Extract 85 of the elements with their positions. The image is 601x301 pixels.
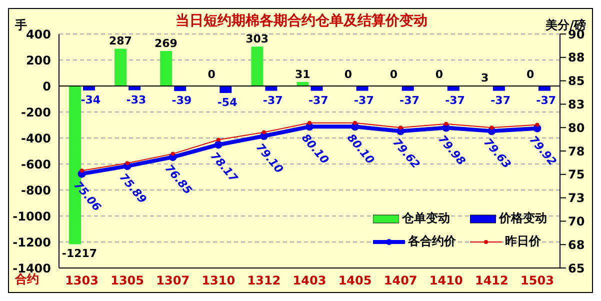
x-tick-label: 1410 [429,274,463,288]
point [308,120,312,125]
y2-tick-label: 70 [568,214,585,228]
x-tick-label: 1412 [474,274,508,288]
data-label: 31 [294,68,310,81]
x-tick-label: 1310 [202,274,236,288]
x-tick-label: 1307 [156,274,190,288]
data-label: 303 [246,32,269,46]
point [80,168,84,173]
y2-tick-label: 75 [568,168,585,182]
point [262,130,266,134]
x-tick-label: 1503 [520,274,554,288]
bar [114,48,127,86]
x-tick-label: 1405 [338,274,372,288]
data-label: 287 [108,34,132,48]
data-label: -54 [217,96,238,110]
y-tick-label: -800 [20,183,51,198]
data-label: -34 [80,93,101,106]
point [216,138,220,142]
data-label: 0 [344,68,352,81]
data-label: -37 [445,94,465,107]
legend-label: 价格变动 [499,210,547,227]
bar [265,86,278,91]
x-tick-label: 1303 [65,274,98,288]
data-label: -37 [262,94,283,107]
data-label: 0 [526,68,535,81]
bar [538,86,550,91]
bar [160,51,172,86]
y2-tick-label: 68 [568,238,585,252]
data-label: 0 [435,68,444,81]
bar [356,86,368,91]
point [490,126,494,130]
y-tick-label: -400 [20,131,51,146]
y-tick-label: -1000 [12,209,51,224]
bar [310,86,323,91]
y-tick-label: 400 [26,27,51,42]
bar [220,86,232,94]
y-tick-label: -600 [20,157,51,172]
legend-label: 各合约价 [408,233,456,250]
legend-label: 昨日价 [505,233,541,250]
point [535,122,540,127]
bar [83,86,96,90]
y-tick-label: -1200 [12,235,51,250]
y2-tick-label: 78 [568,144,585,158]
chart-title: 当日短约期棉各期合约仓单及结算价变动 [176,13,428,29]
data-label: -37 [308,94,328,107]
bar [447,86,460,91]
bar [402,86,414,91]
point [353,120,358,125]
y-tick-label: 200 [26,53,51,68]
x-tick-label: 1305 [110,274,144,288]
y2-tick-label: 65 [568,261,585,276]
y2-tick-label: 73 [568,191,585,206]
y-tick-label: 0 [42,79,51,94]
point [214,140,222,149]
x-tick-label: 1312 [247,274,281,288]
y-tick-label: -200 [20,105,51,120]
y2-tick-label: 85 [568,74,585,88]
data-label: 269 [154,37,178,50]
point [125,161,130,166]
y-axis-title: 手 [15,17,27,32]
point [170,152,175,156]
data-label: -33 [126,93,146,106]
y2-tick-label: 83 [568,97,585,112]
data-label: -39 [172,94,192,108]
x-tick-label: 1407 [384,274,418,288]
data-label: -37 [490,94,510,107]
y2-tick-label: 88 [568,50,585,65]
y2-axis-title: 美分/磅 [546,17,586,32]
bar [128,86,141,90]
data-label: 3 [480,72,489,85]
data-label: 0 [208,68,216,81]
bar [251,46,264,86]
data-label: 0 [390,68,398,81]
y2-tick-label: 80 [568,120,585,135]
data-label: -37 [400,94,420,107]
data-label: -37 [354,94,374,107]
point [398,126,403,130]
legend-label: 仓单变动 [402,210,450,227]
point [444,122,448,126]
data-label: -37 [536,94,556,107]
x-tick-label: 1403 [292,274,326,288]
x-axis-title: 合约 [15,272,39,288]
bar [492,86,505,91]
data-label: -1217 [62,247,98,260]
